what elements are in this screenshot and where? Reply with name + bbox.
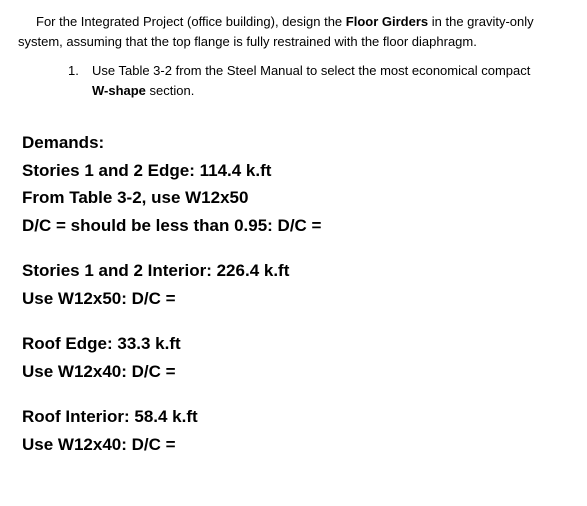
intro-bold-floor-girders: Floor Girders	[346, 14, 428, 29]
list-suffix: section.	[146, 83, 194, 98]
group-gap	[22, 313, 569, 331]
demand-line: Use W12x50: D/C =	[22, 286, 569, 312]
list-bold-wshape: W-shape	[92, 83, 146, 98]
demands-heading: Demands:	[22, 130, 569, 156]
demand-line: From Table 3-2, use W12x50	[22, 185, 569, 211]
demand-line: Use W12x40: D/C =	[22, 432, 569, 458]
list-number: 1.	[68, 61, 92, 100]
demand-line: Stories 1 and 2 Edge: 114.4 k.ft	[22, 158, 569, 184]
list-item-1: 1. Use Table 3-2 from the Steel Manual t…	[68, 61, 539, 100]
demand-line: D/C = should be less than 0.95: D/C =	[22, 213, 569, 239]
list-prefix: Use Table 3-2 from the Steel Manual to s…	[92, 63, 530, 78]
demand-line: Use W12x40: D/C =	[22, 359, 569, 385]
demand-line: Roof Edge: 33.3 k.ft	[22, 331, 569, 357]
demands-block: Demands: Stories 1 and 2 Edge: 114.4 k.f…	[18, 130, 569, 457]
numbered-list: 1. Use Table 3-2 from the Steel Manual t…	[18, 61, 569, 100]
intro-prefix: For the Integrated Project (office build…	[36, 14, 346, 29]
list-text: Use Table 3-2 from the Steel Manual to s…	[92, 61, 539, 100]
intro-paragraph: For the Integrated Project (office build…	[18, 12, 569, 51]
demand-line: Stories 1 and 2 Interior: 226.4 k.ft	[22, 258, 569, 284]
group-gap	[22, 240, 569, 258]
demand-line: Roof Interior: 58.4 k.ft	[22, 404, 569, 430]
group-gap	[22, 386, 569, 404]
